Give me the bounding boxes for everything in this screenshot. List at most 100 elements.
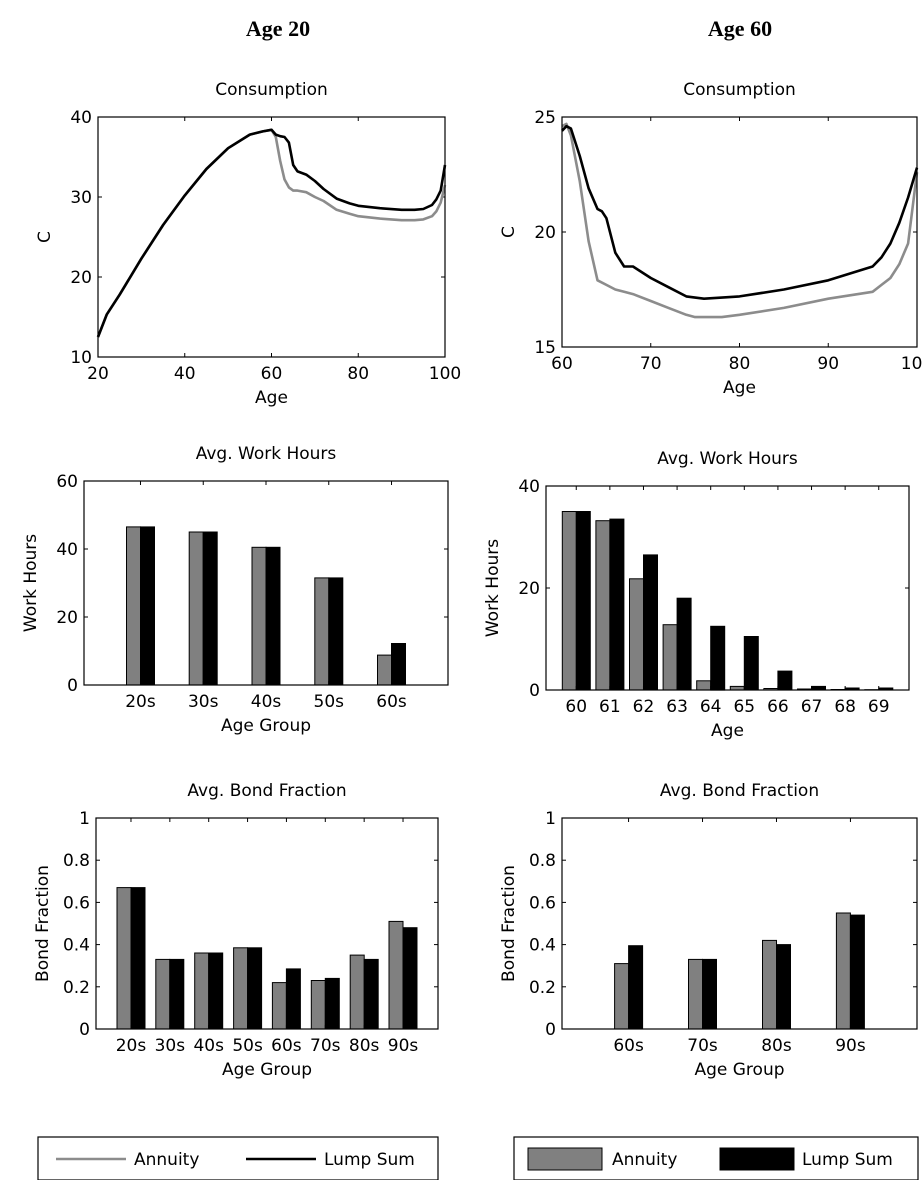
column-title-age-60: Age 60 bbox=[708, 16, 772, 41]
x-tick-label: 50s bbox=[232, 1036, 263, 1056]
x-tick-label: 30s bbox=[155, 1036, 186, 1056]
x-axis-label: Age bbox=[711, 721, 744, 741]
panel-title: Avg. Work Hours bbox=[657, 449, 798, 469]
x-axis-label: Age bbox=[255, 388, 288, 408]
x-tick-label: 20s bbox=[116, 1036, 147, 1056]
x-tick-label: 70s bbox=[310, 1036, 341, 1056]
x-tick-label: 80s bbox=[761, 1036, 792, 1056]
plot-frame bbox=[545, 485, 910, 691]
bar-annuity-40s bbox=[194, 952, 210, 1030]
y-axis-label: C bbox=[35, 231, 55, 243]
bar-lump-sum-64 bbox=[710, 625, 726, 691]
x-tick-label: 70 bbox=[640, 354, 662, 374]
y-tick-label: 0 bbox=[79, 1020, 90, 1040]
bar-lump-sum-90s bbox=[849, 914, 865, 1030]
x-tick-label: 63 bbox=[666, 697, 688, 717]
bar-annuity-90s bbox=[835, 912, 851, 1030]
x-tick-label: 30s bbox=[188, 692, 219, 712]
y-tick-label: 10 bbox=[70, 348, 92, 368]
bar-lump-sum-80s bbox=[363, 958, 379, 1030]
legend-line: Annuity Lump Sum bbox=[37, 1136, 439, 1180]
panel-2: Consumption 15 20 25 C Age 60 70 80 90 100 bbox=[499, 80, 923, 398]
y-tick-label: 0 bbox=[67, 676, 78, 696]
x-tick-label: 64 bbox=[700, 697, 722, 717]
panel-title: Avg. Bond Fraction bbox=[187, 781, 346, 801]
x-tick-label: 60s bbox=[376, 692, 407, 712]
bar-annuity-20s bbox=[126, 526, 141, 686]
bar-lump-sum-70s bbox=[324, 977, 340, 1030]
bar-lump-sum-50s bbox=[247, 947, 263, 1030]
y-tick-label: 40 bbox=[518, 477, 540, 497]
y-axis-label: C bbox=[499, 226, 519, 238]
bar-lump-sum-60s bbox=[391, 643, 406, 686]
bar-lump-sum-40s bbox=[208, 952, 224, 1030]
x-axis-label: Age Group bbox=[222, 1060, 312, 1080]
panel-6: Avg. Bond Fraction 0 0.2 0.4 0.6 0.8 1 Bond Fra… bbox=[499, 781, 918, 1080]
bar-lump-sum-50s bbox=[328, 577, 344, 686]
panel-3: Avg. Work Hours 0 20 40 60 Work Hours Age Grou… bbox=[21, 444, 449, 736]
y-axis-label: Bond Fraction bbox=[499, 865, 519, 982]
bar-lump-sum-62 bbox=[643, 554, 658, 691]
x-tick-label: 100 bbox=[901, 354, 923, 374]
y-tick-label: 15 bbox=[534, 338, 556, 358]
x-axis-label: Age bbox=[723, 378, 756, 398]
x-tick-label: 20s bbox=[125, 692, 156, 712]
bar-lump-sum-20s bbox=[140, 526, 155, 686]
bar-lump-sum-65 bbox=[743, 636, 759, 691]
y-tick-label: 0.6 bbox=[63, 893, 90, 913]
y-tick-label: 0.6 bbox=[529, 893, 556, 913]
x-tick-label: 80s bbox=[349, 1036, 380, 1056]
x-axis-label: Age Group bbox=[221, 716, 311, 736]
x-tick-label: 65 bbox=[733, 697, 755, 717]
plot-frame bbox=[561, 116, 918, 348]
y-tick-label: 0.2 bbox=[63, 978, 90, 998]
bar-annuity-70s bbox=[688, 958, 703, 1030]
y-tick-label: 20 bbox=[56, 608, 78, 628]
plot-frame bbox=[97, 116, 446, 358]
panel-title: Consumption bbox=[683, 80, 796, 100]
legend-label: Lump Sum bbox=[324, 1150, 415, 1170]
x-tick-label: 60s bbox=[613, 1036, 644, 1056]
bar-annuity-80s bbox=[349, 954, 365, 1030]
x-tick-label: 60 bbox=[261, 364, 283, 384]
panel-title: Consumption bbox=[215, 80, 328, 100]
legend-swatch bbox=[719, 1147, 795, 1171]
y-axis-label: Bond Fraction bbox=[33, 865, 53, 982]
series-line-annuity bbox=[561, 122, 919, 319]
x-tick-label: 60s bbox=[271, 1036, 302, 1056]
x-tick-label: 61 bbox=[599, 697, 621, 717]
bar-lump-sum-30s bbox=[202, 531, 218, 686]
bar-annuity-60s bbox=[271, 982, 287, 1030]
bar-annuity-62 bbox=[629, 578, 644, 691]
bar-lump-sum-40s bbox=[265, 546, 281, 686]
bar-annuity-60 bbox=[561, 511, 577, 691]
x-tick-label: 69 bbox=[868, 697, 890, 717]
x-tick-label: 20 bbox=[87, 364, 109, 384]
legend-swatch bbox=[527, 1147, 603, 1171]
y-tick-label: 0 bbox=[545, 1020, 556, 1040]
plot-frame bbox=[561, 817, 918, 1030]
bar-lump-sum-61 bbox=[609, 518, 625, 691]
x-tick-label: 67 bbox=[801, 697, 823, 717]
y-tick-label: 20 bbox=[518, 579, 540, 599]
plot-frame bbox=[83, 480, 449, 686]
bar-annuity-64 bbox=[696, 680, 712, 691]
x-tick-label: 80 bbox=[347, 364, 369, 384]
x-tick-label: 66 bbox=[767, 697, 789, 717]
y-tick-label: 0.4 bbox=[529, 936, 556, 956]
legend-label: Lump Sum bbox=[802, 1150, 893, 1170]
bar-lump-sum-80s bbox=[776, 944, 791, 1030]
x-tick-label: 40s bbox=[193, 1036, 224, 1056]
x-tick-label: 90s bbox=[388, 1036, 419, 1056]
series-line-lump-sum bbox=[96, 128, 447, 338]
x-axis-label: Age Group bbox=[694, 1060, 784, 1080]
bar-lump-sum-66 bbox=[777, 670, 793, 691]
x-tick-label: 100 bbox=[429, 364, 461, 384]
x-tick-label: 70s bbox=[687, 1036, 718, 1056]
bar-annuity-63 bbox=[662, 624, 678, 691]
x-tick-label: 40s bbox=[251, 692, 282, 712]
x-tick-label: 90s bbox=[835, 1036, 866, 1056]
